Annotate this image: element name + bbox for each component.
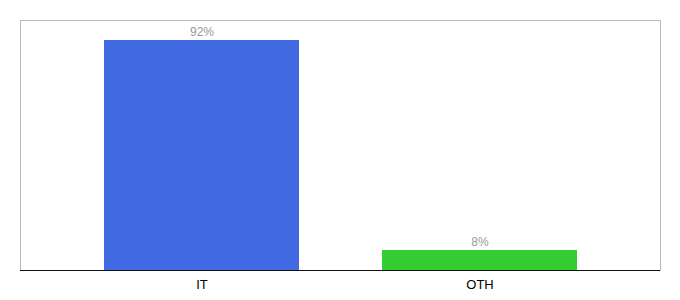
svg-text:92%: 92% (190, 25, 214, 39)
svg-text:OTH: OTH (466, 277, 493, 292)
svg-text:8%: 8% (471, 235, 489, 249)
svg-text:IT: IT (196, 277, 208, 292)
